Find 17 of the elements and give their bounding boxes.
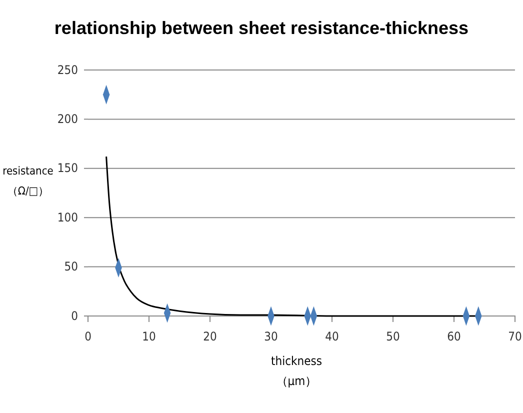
- y-tick-label: 250: [57, 62, 78, 77]
- x-tick-label: 30: [264, 330, 278, 344]
- y-tick-label: 200: [57, 112, 78, 126]
- y-tick-label: 100: [57, 210, 78, 224]
- chart-title: relationship between sheet resistance-thickness: [54, 18, 469, 38]
- x-tick-label: 20: [203, 330, 217, 344]
- x-axis-title: thickness （μm）: [271, 354, 322, 388]
- x-tick-label: 70: [508, 330, 522, 344]
- y-tick-label: 0: [71, 308, 78, 323]
- y-tick-label: 50: [64, 260, 78, 274]
- x-tick-label: 40: [325, 330, 339, 344]
- x-tick-label: 0: [84, 330, 92, 344]
- x-tick-label: 50: [386, 330, 400, 344]
- y-axis-title: resistance （Ω/□）: [2, 164, 54, 198]
- x-tick-label: 60: [447, 330, 461, 344]
- x-tick-label: 10: [142, 330, 156, 344]
- y-tick-label: 150: [57, 161, 78, 176]
